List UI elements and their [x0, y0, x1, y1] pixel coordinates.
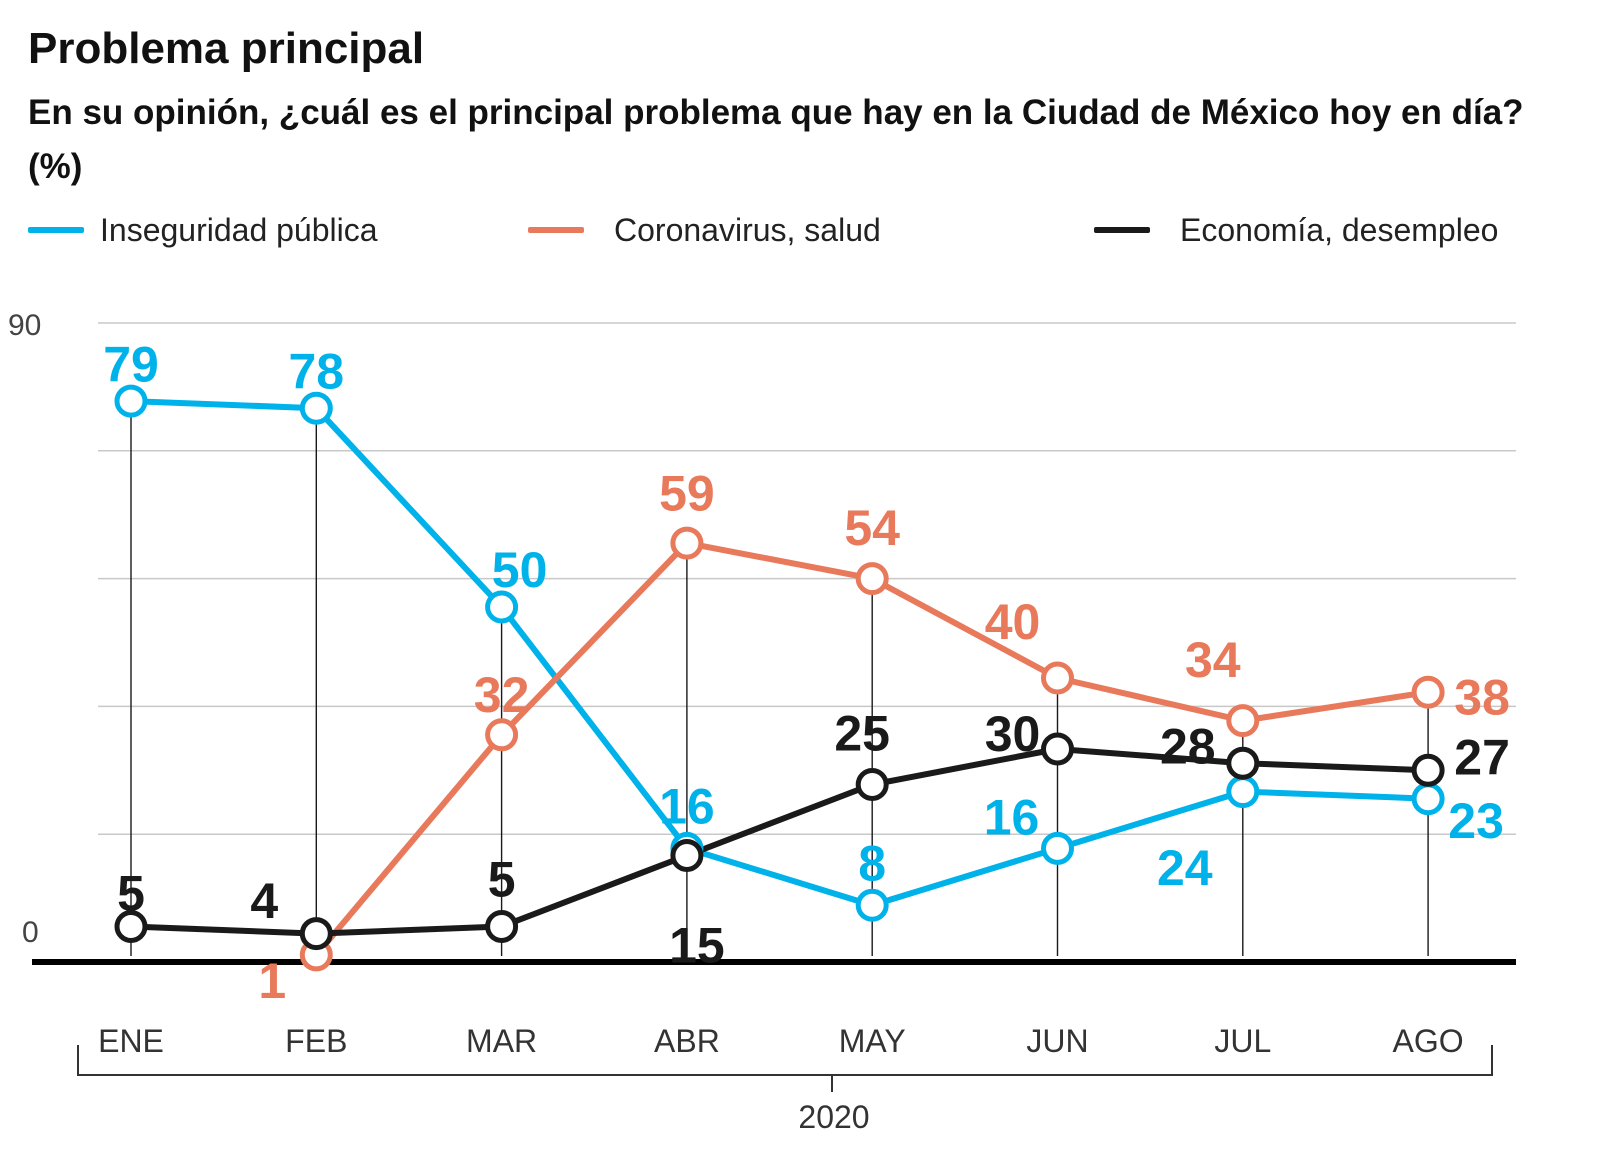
series-point-2	[1226, 746, 1260, 780]
data-label-0: 24	[1157, 840, 1213, 896]
data-label-2: 28	[1160, 718, 1216, 774]
series-point-2	[1411, 753, 1445, 787]
data-label-0: 16	[984, 790, 1040, 846]
series-point-2	[855, 768, 889, 801]
data-label-0: 79	[103, 336, 159, 392]
x-tick-label: MAR	[466, 1023, 537, 1059]
series-point-0	[299, 391, 333, 425]
series-point-2	[1041, 732, 1074, 766]
data-label-1: 54	[844, 500, 900, 556]
x-tick-label: FEB	[285, 1023, 347, 1059]
series-point-1	[1041, 661, 1074, 695]
x-tick-label: AGO	[1393, 1023, 1464, 1059]
legend-label-coronavirus: Coronavirus, salud	[614, 211, 881, 248]
chart-title: Problema principal	[28, 24, 425, 73]
legend-swatch-inseguridad	[28, 227, 84, 233]
series-point-2	[299, 917, 333, 951]
series-point-2	[670, 839, 704, 872]
y-tick-label: 90	[8, 309, 41, 342]
data-label-1: 59	[659, 465, 715, 521]
legend-label-economia: Economía, desempleo	[1180, 211, 1499, 248]
data-label-0: 8	[858, 835, 886, 891]
x-tick-label: ABR	[654, 1023, 720, 1059]
series-point-1	[1411, 675, 1445, 709]
series-point-1	[855, 562, 889, 596]
year-bracket	[77, 1045, 1493, 1076]
series-point-1	[670, 526, 704, 560]
series-point-0	[1226, 775, 1260, 809]
legend-swatch-economia	[1094, 227, 1150, 233]
x-group-label: 2020	[798, 1099, 869, 1135]
series-point-2	[114, 910, 148, 943]
data-label-2: 25	[834, 706, 890, 762]
series-point-0	[855, 888, 889, 922]
series-point-2	[485, 910, 519, 943]
data-label-2: 5	[488, 852, 516, 908]
series-line-2	[128, 746, 1432, 937]
data-label-2: 5	[117, 866, 145, 922]
legend-item-coronavirus: Coronavirus, salud	[528, 210, 881, 250]
x-tick-label: ENE	[98, 1023, 164, 1059]
y-tick-label: 0	[22, 916, 39, 949]
data-label-1: 40	[985, 594, 1041, 650]
series-point-0	[114, 384, 148, 418]
series-point-0	[485, 590, 519, 624]
legend-label-inseguridad: Inseguridad pública	[100, 211, 378, 248]
data-label-0: 23	[1448, 793, 1504, 849]
series-line-0	[128, 398, 1432, 909]
data-label-1: 32	[474, 667, 530, 723]
legend-item-economia: Economía, desempleo	[1094, 210, 1498, 250]
data-label-1: 38	[1454, 669, 1510, 725]
chart-subtitle: En su opinión, ¿cuál es el principal pro…	[28, 93, 1524, 186]
data-label-2: 27	[1454, 730, 1510, 786]
data-label-1: 1	[258, 953, 286, 1009]
series-point-0	[1041, 831, 1074, 865]
x-tick-label: JUN	[1026, 1023, 1088, 1059]
data-label-0: 78	[288, 343, 344, 399]
series-point-1	[485, 718, 519, 752]
data-label-0: 50	[492, 542, 548, 598]
x-tick-label: MAY	[839, 1023, 906, 1059]
x-tick-label: JUL	[1214, 1023, 1271, 1059]
legend-item-inseguridad: Inseguridad pública	[28, 210, 378, 250]
data-label-2: 15	[669, 918, 725, 974]
data-label-2: 30	[985, 706, 1041, 762]
series-point-1	[1226, 704, 1260, 738]
series-point-0	[1411, 782, 1445, 816]
data-label-0: 16	[659, 779, 715, 835]
data-label-2: 4	[250, 873, 278, 929]
data-label-1: 34	[1185, 632, 1241, 688]
legend-swatch-coronavirus	[528, 227, 584, 233]
